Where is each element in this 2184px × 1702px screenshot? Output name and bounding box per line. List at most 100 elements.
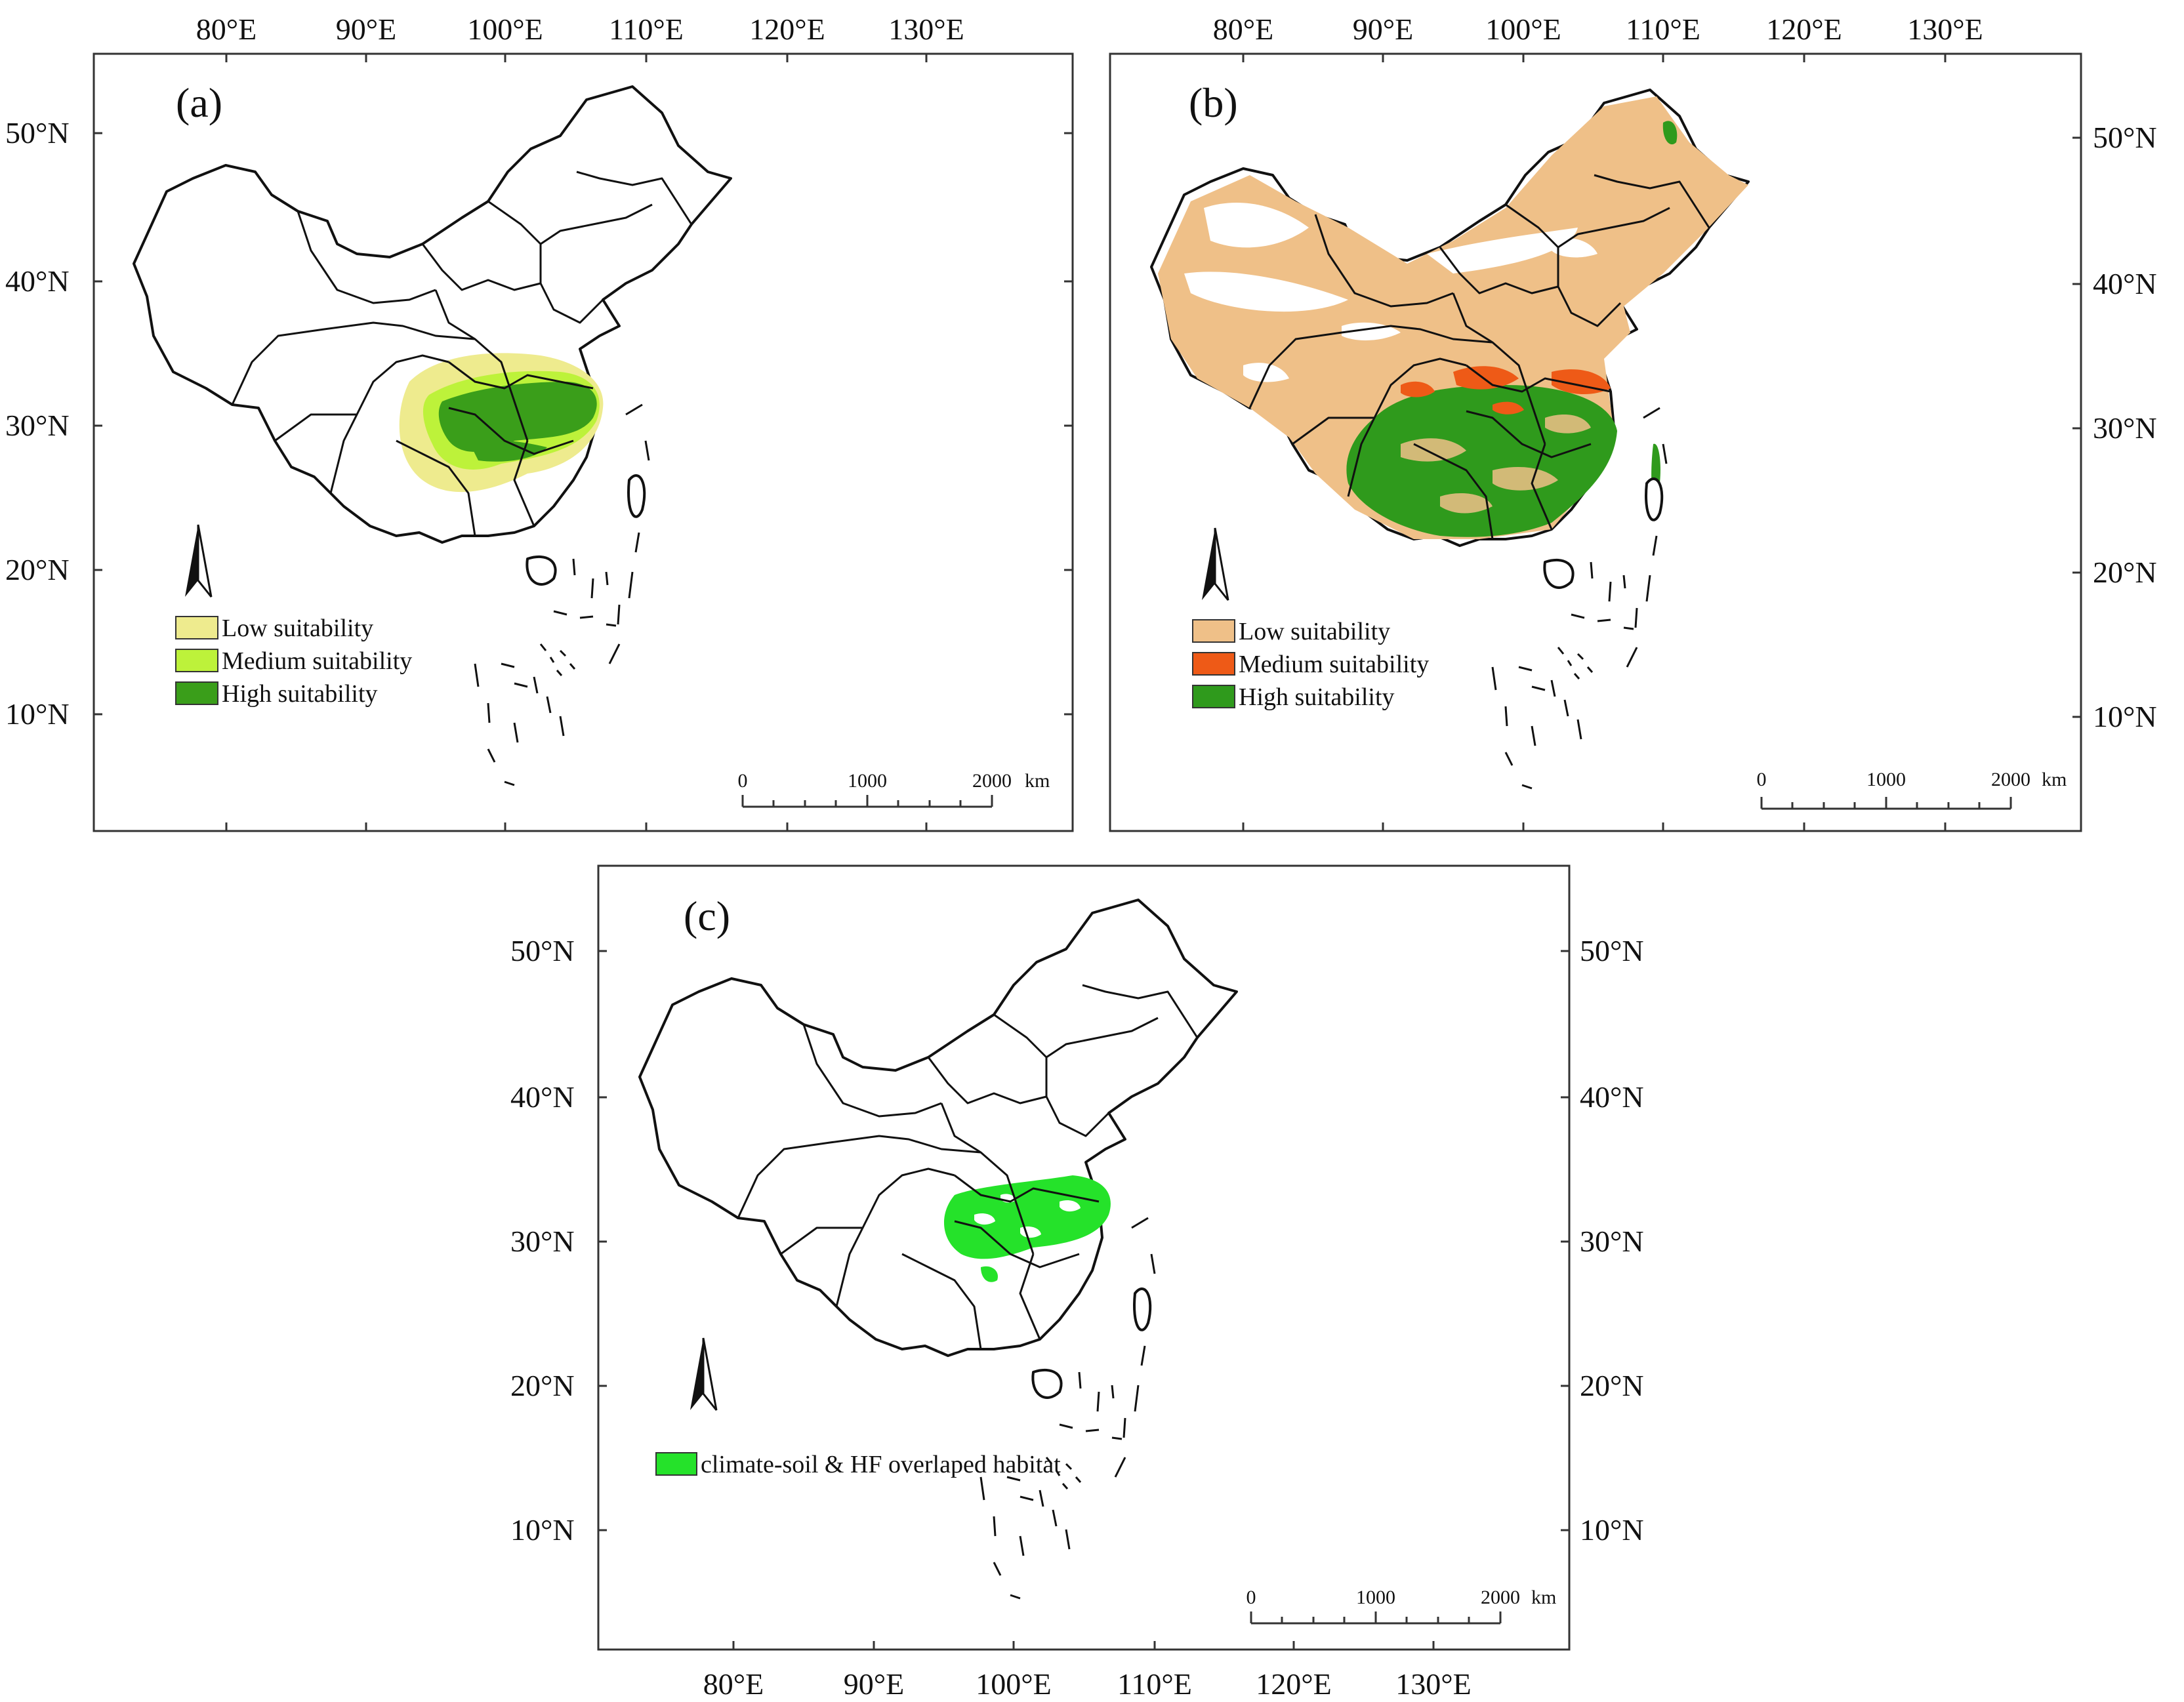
lon-label: 120°E [749, 12, 825, 46]
lon-label: 110°E [1117, 1667, 1192, 1699]
legend-item: climate-soil & HF overlaped habitat [655, 1451, 1061, 1478]
lat-tick-labels-right: 50°N 40°N 30°N 20°N 10°N [1580, 934, 1644, 1547]
lon-tick-labels: 80°E 90°E 100°E 110°E 120°E 130°E [196, 12, 964, 46]
lat-label: 40°N [510, 1080, 575, 1114]
scale-label: 1000 [1356, 1587, 1395, 1608]
legend-swatch [175, 616, 218, 639]
lon-label: 110°E [1626, 12, 1700, 46]
scale-bar: 0 1000 2000 km [738, 770, 1050, 808]
legend-label: Medium suitability [222, 647, 412, 675]
lon-label: 100°E [467, 12, 543, 46]
lon-label: 80°E [196, 12, 257, 46]
legend-swatch [1192, 619, 1235, 643]
lat-label: 30°N [510, 1225, 575, 1258]
legend: climate-soil & HF overlaped habitat [655, 1451, 1061, 1478]
panel-c: 80°E 90°E 100°E 110°E 120°E 130°E 50°N 4… [510, 864, 1644, 1701]
lat-tick-labels-left: 50°N 40°N 30°N 20°N 10°N [510, 934, 575, 1547]
lat-label: 50°N [1580, 934, 1644, 967]
lat-label: 20°N [1580, 1369, 1644, 1402]
scale-label: 2000 [972, 770, 1012, 792]
lat-tick-labels: 50°N 40°N 30°N 20°N 10°N [5, 116, 70, 731]
lon-label: 80°E [1213, 12, 1274, 46]
scale-label: 2000 [1481, 1587, 1520, 1608]
legend-item: Medium suitability [175, 647, 412, 675]
scale-bar: 0 1000 2000 km [1247, 1587, 1556, 1625]
lon-label: 90°E [1353, 12, 1414, 46]
lat-label: 10°N [2093, 700, 2157, 733]
lat-label: 10°N [5, 697, 70, 731]
panel-a: 80°E 90°E 100°E 110°E 120°E 130°E 50°N 4… [5, 12, 1074, 832]
lat-label: 50°N [2093, 121, 2157, 154]
lon-label: 80°E [703, 1667, 764, 1699]
lat-tick-labels: 50°N 40°N 30°N 20°N 10°N [2093, 121, 2157, 733]
country-outline [638, 899, 1238, 1357]
legend-label: Medium suitability [1239, 651, 1429, 678]
lat-label: 50°N [510, 934, 575, 967]
lon-label: 130°E [888, 12, 964, 46]
map-frame [597, 864, 1571, 1651]
lat-label: 30°N [2093, 411, 2157, 445]
scale-label: 1000 [848, 770, 887, 792]
suitability-area [1158, 96, 1748, 539]
lat-label: 10°N [1580, 1513, 1644, 1547]
legend-swatch [655, 1452, 697, 1476]
panel-label: (c) [684, 893, 730, 939]
scale-label: 1000 [1866, 769, 1906, 790]
axis-ticks [1242, 54, 2081, 831]
panel-b: 80°E 90°E 100°E 110°E 120°E 130°E 50°N 4… [1109, 12, 2157, 832]
lat-label: 40°N [2093, 267, 2157, 300]
panel-label: (b) [1189, 79, 1238, 126]
scale-label: 2000 [1991, 769, 2030, 790]
lon-label: 120°E [1766, 12, 1842, 46]
lon-label: 130°E [1907, 12, 1983, 46]
lon-tick-labels: 80°E 90°E 100°E 110°E 120°E 130°E [703, 1667, 1472, 1701]
lat-label: 20°N [5, 553, 70, 586]
axis-ticks [94, 54, 1073, 831]
lon-tick-labels: 80°E 90°E 100°E 110°E 120°E 130°E [1213, 12, 1983, 46]
scale-unit: km [1025, 770, 1050, 792]
map-frame [93, 52, 1074, 832]
legend-item: High suitability [175, 680, 378, 708]
legend-label: High suitability [1239, 683, 1395, 711]
lon-label: 90°E [844, 1667, 905, 1699]
panel-label: (a) [176, 79, 222, 126]
china-map [638, 899, 1238, 1600]
scale-unit: km [2042, 769, 2067, 790]
legend: Low suitability Medium suitability High … [1192, 618, 1429, 711]
lat-label: 10°N [510, 1513, 575, 1547]
scale-unit: km [1531, 1587, 1556, 1608]
scale-label: 0 [738, 770, 748, 792]
lat-label: 30°N [1580, 1225, 1644, 1258]
legend-label: High suitability [222, 680, 378, 708]
legend-item: Low suitability [175, 615, 373, 642]
scale-bar: 0 1000 2000 km [1757, 769, 2067, 810]
legend-swatch [175, 649, 218, 672]
scale-label: 0 [1247, 1587, 1256, 1608]
lat-label: 40°N [1580, 1080, 1644, 1114]
north-arrow-icon [1201, 527, 1229, 601]
lat-label: 40°N [5, 264, 70, 298]
legend-item: Low suitability [1192, 618, 1390, 645]
north-arrow-icon [689, 1337, 718, 1411]
legend-item: Medium suitability [1192, 651, 1429, 678]
north-arrow-icon [184, 523, 213, 598]
lat-label: 20°N [510, 1369, 575, 1402]
legend-item: High suitability [1192, 683, 1395, 711]
legend-label: Low suitability [222, 615, 373, 642]
lon-label: 130°E [1395, 1667, 1472, 1699]
lat-label: 30°N [5, 409, 70, 442]
legend-label: climate-soil & HF overlaped habitat [701, 1451, 1061, 1478]
lon-label: 100°E [1485, 12, 1561, 46]
lon-label: 110°E [609, 12, 684, 46]
legend-swatch [175, 681, 218, 705]
lon-label: 120°E [1256, 1667, 1332, 1699]
legend-swatch [1192, 685, 1235, 708]
lon-label: 90°E [336, 12, 397, 46]
lon-label: 100°E [976, 1667, 1052, 1699]
map-frame [1109, 52, 2082, 832]
lat-label: 20°N [2093, 556, 2157, 589]
legend-swatch [1192, 652, 1235, 676]
legend-label: Low suitability [1239, 618, 1390, 645]
legend: Low suitability Medium suitability High … [175, 615, 412, 708]
